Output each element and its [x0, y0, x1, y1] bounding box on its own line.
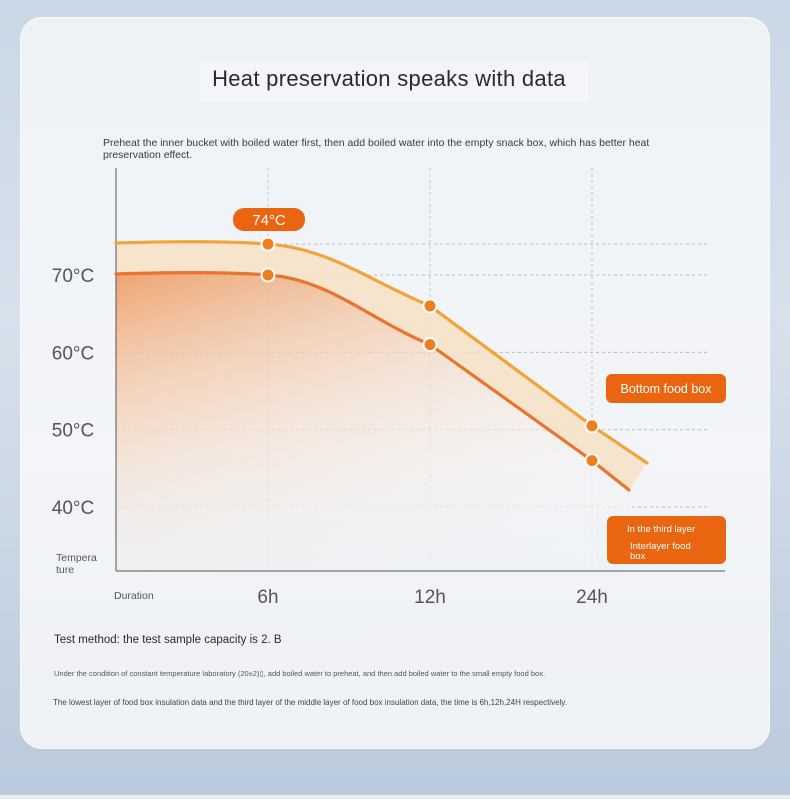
condition-text: Under the condition of constant temperat…	[54, 669, 546, 678]
y-tick-label: 70°C	[52, 266, 94, 287]
data-point	[584, 418, 600, 434]
legend-interlayer-label-bottom-2: box	[630, 551, 646, 562]
y-tick-label: 60°C	[52, 343, 94, 364]
band-between-series	[116, 241, 647, 490]
x-axis-label: Duration	[114, 590, 154, 602]
legend-interlayer-label-top: In the third layer	[627, 524, 695, 535]
legend-callouts: 74°C Bottom food box In the third layer Int…	[233, 208, 726, 564]
legend-bottom-food-box	[606, 374, 726, 403]
bottom-strip	[0, 795, 790, 799]
area-fade	[116, 272, 629, 571]
y-tick-label: 40°C	[52, 498, 94, 519]
value-callout-badge	[233, 208, 305, 231]
legend-bottom-food-box-label: Bottom food box	[620, 382, 712, 396]
axis-labels: 70°C 60°C 50°C 40°C 6h 12h 24h Duration Temperat…	[52, 266, 608, 608]
chart-title: Heat preservation speaks with data	[212, 66, 566, 91]
legend-interlayer-label-bottom: Interlayer food	[630, 541, 691, 552]
title-background	[200, 62, 588, 102]
data-points	[260, 236, 600, 469]
y-axis-label-line2: ture	[56, 564, 74, 576]
data-point	[422, 298, 438, 314]
test-method-text: Test method: the test sample capacity is…	[54, 634, 282, 646]
chart-subtitle: Preheat the inner bucket with boiled wat…	[103, 137, 650, 161]
value-callout-text: 74°C	[252, 212, 286, 229]
y-axis-label: Tempera	[56, 552, 97, 564]
x-tick-label: 6h	[257, 587, 278, 608]
y-tick-label: 50°C	[52, 421, 94, 442]
axes	[115, 168, 725, 572]
x-tick-label: 24h	[576, 587, 608, 608]
note-text: The lowest layer of food box insulation …	[53, 698, 567, 707]
data-point	[260, 236, 276, 252]
x-tick-label: 12h	[414, 587, 446, 608]
data-point	[584, 453, 600, 469]
data-point	[422, 337, 438, 353]
legend-interlayer-food-box	[607, 516, 726, 564]
data-point	[260, 267, 276, 283]
